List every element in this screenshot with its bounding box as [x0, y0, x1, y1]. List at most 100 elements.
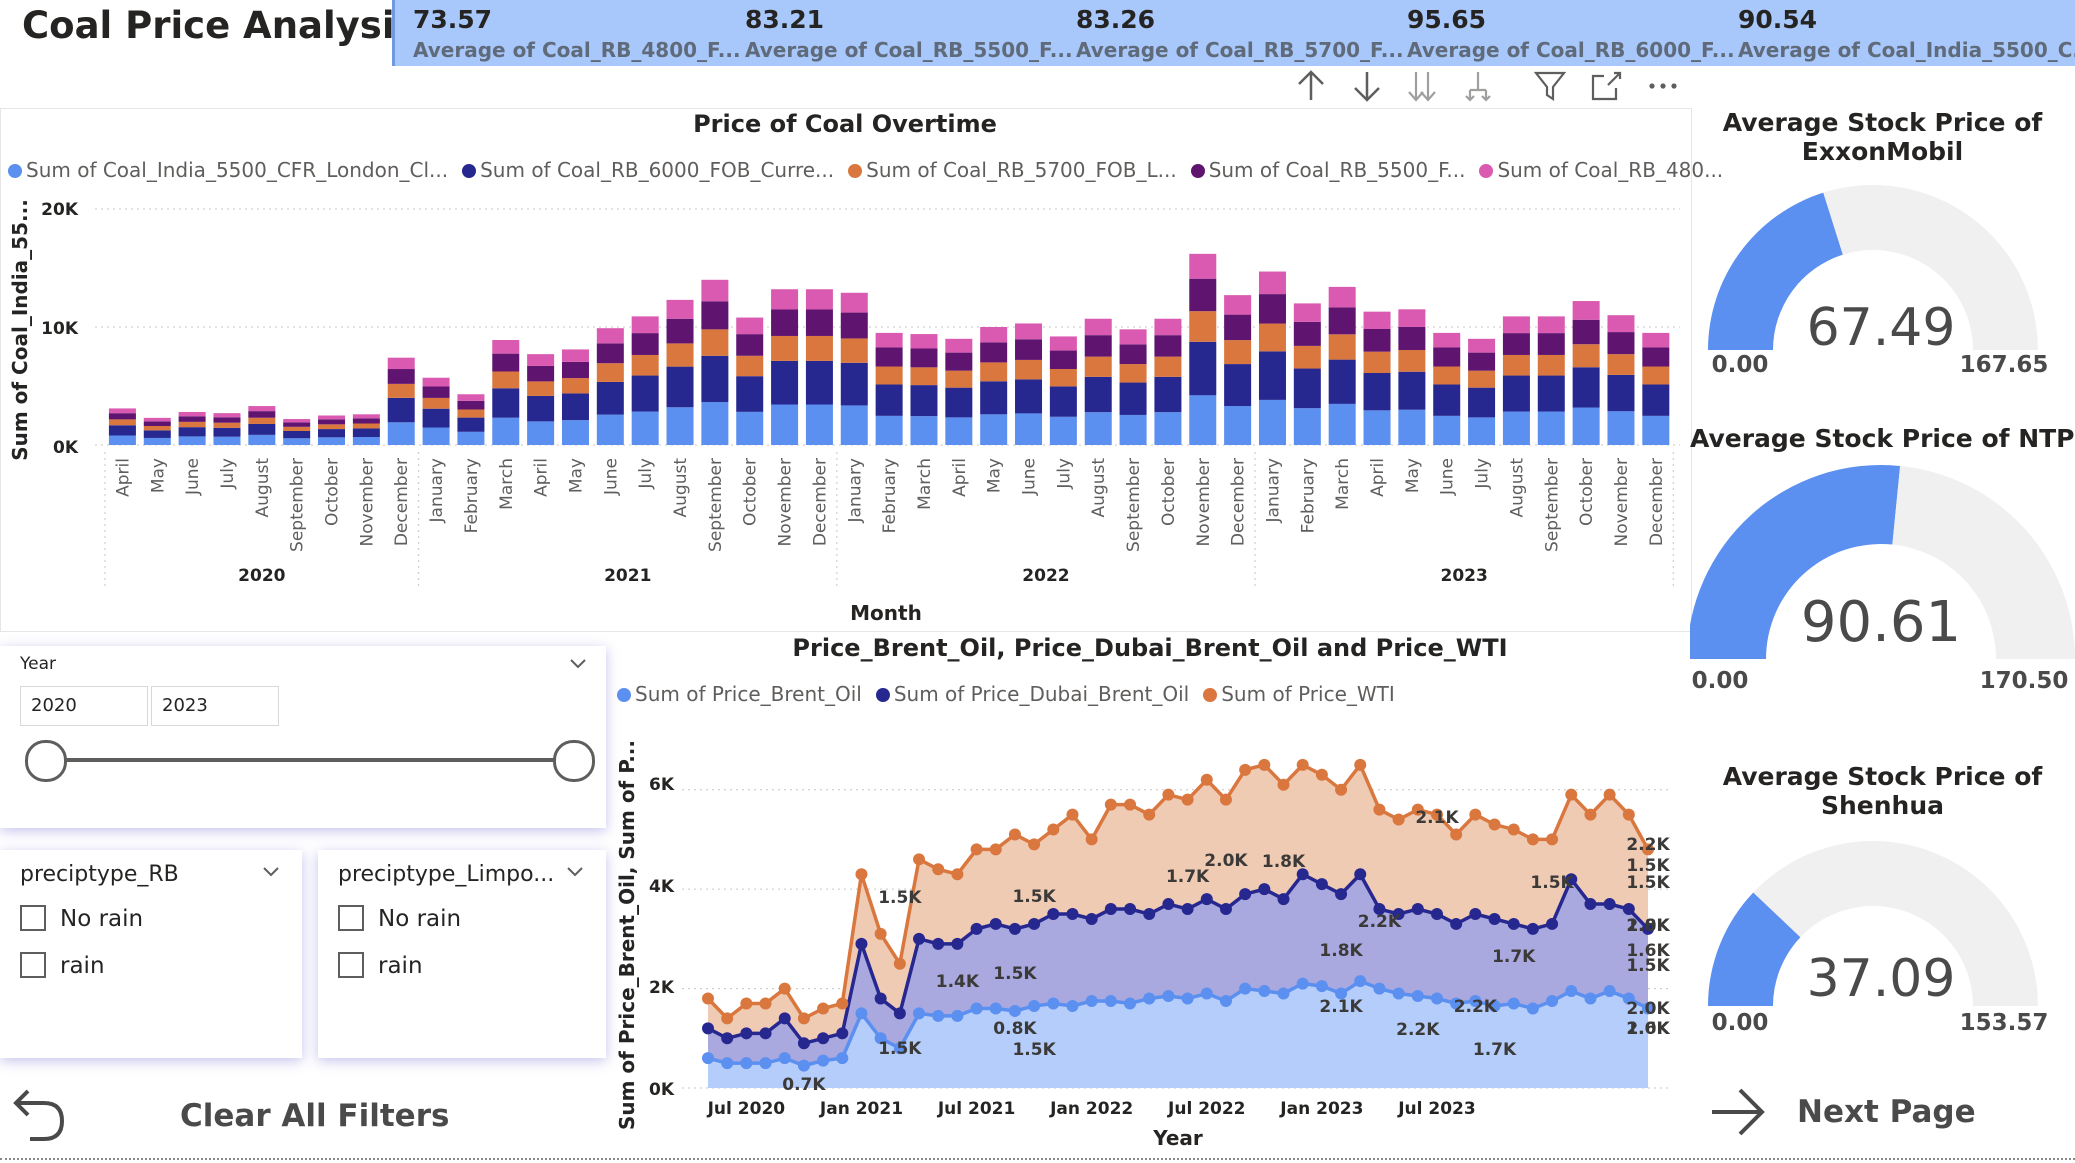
data-point[interactable]	[836, 997, 849, 1010]
bar-segment[interactable]	[980, 342, 1008, 363]
data-point[interactable]	[759, 1057, 772, 1070]
bar-segment[interactable]	[1398, 350, 1426, 372]
bar-segment[interactable]	[910, 367, 938, 386]
bar-segment[interactable]	[701, 279, 729, 302]
bar-segment[interactable]	[1015, 339, 1043, 360]
data-point[interactable]	[1085, 995, 1098, 1007]
data-point[interactable]	[893, 1042, 906, 1055]
bar-segment[interactable]	[1502, 333, 1530, 355]
bar-segment[interactable]	[248, 406, 276, 412]
data-point[interactable]	[1200, 893, 1213, 906]
bar-segment[interactable]	[1642, 347, 1670, 367]
checkbox[interactable]	[20, 905, 46, 931]
bar-segment[interactable]	[352, 423, 380, 429]
bar-segment[interactable]	[1468, 370, 1496, 388]
bar-segment[interactable]	[631, 354, 659, 376]
data-point[interactable]	[1565, 985, 1578, 998]
data-point[interactable]	[721, 1032, 734, 1045]
data-point[interactable]	[1315, 768, 1328, 781]
data-point[interactable]	[817, 1054, 830, 1067]
data-point[interactable]	[1642, 922, 1654, 935]
data-point[interactable]	[1162, 788, 1175, 801]
bar-segment[interactable]	[1642, 366, 1670, 385]
bar-segment[interactable]	[945, 417, 973, 445]
data-point[interactable]	[1143, 992, 1156, 1005]
data-point[interactable]	[951, 1009, 964, 1022]
year-slider-track[interactable]	[45, 758, 573, 762]
bar-segment[interactable]	[108, 413, 136, 420]
year-from-input[interactable]: 2020	[20, 686, 148, 726]
bar-segment[interactable]	[840, 362, 868, 406]
bar-segment[interactable]	[143, 421, 171, 427]
bar-segment[interactable]	[387, 383, 415, 398]
gauge-shenhua[interactable]: Average Stock Price of Shenhua 37.09 0.0…	[1690, 756, 2075, 1056]
bar-segment[interactable]	[108, 435, 136, 445]
data-point[interactable]	[1258, 883, 1271, 896]
bar-segment[interactable]	[527, 395, 555, 422]
data-point[interactable]	[1584, 898, 1597, 911]
data-point[interactable]	[1104, 798, 1117, 811]
data-point[interactable]	[1546, 995, 1559, 1007]
filter-icon[interactable]	[1532, 68, 1568, 104]
year-slider-start-handle[interactable]	[25, 740, 67, 782]
data-point[interactable]	[740, 1027, 753, 1040]
bar-segment[interactable]	[875, 332, 903, 348]
bar-segment[interactable]	[875, 415, 903, 445]
data-point[interactable]	[721, 1012, 734, 1025]
kpi-card[interactable]: 73.57 Average of Coal_RB_4800_F...	[413, 0, 741, 66]
data-point[interactable]	[1526, 922, 1539, 935]
bar-segment[interactable]	[352, 414, 380, 419]
data-point[interactable]	[1315, 980, 1328, 993]
bar-segment[interactable]	[318, 419, 346, 425]
data-point[interactable]	[778, 982, 791, 995]
bar-segment[interactable]	[945, 370, 973, 388]
bar-segment[interactable]	[1258, 351, 1286, 400]
bar-segment[interactable]	[1154, 412, 1182, 445]
bar-segment[interactable]	[666, 318, 694, 344]
bar-segment[interactable]	[457, 409, 485, 418]
data-point[interactable]	[1124, 798, 1137, 811]
data-point[interactable]	[1008, 1004, 1021, 1017]
bar-segment[interactable]	[213, 422, 241, 428]
bar-segment[interactable]	[1572, 301, 1600, 320]
kpi-card[interactable]: 83.21 Average of Coal_RB_5500_F...	[745, 0, 1073, 66]
data-point[interactable]	[1411, 903, 1424, 916]
bar-segment[interactable]	[108, 419, 136, 426]
bar-segment[interactable]	[1084, 356, 1112, 377]
slicer-option[interactable]: No rain	[20, 896, 143, 943]
bar-segment[interactable]	[1293, 345, 1321, 369]
bar-segment[interactable]	[666, 343, 694, 367]
data-point[interactable]	[797, 1059, 810, 1072]
data-point[interactable]	[1335, 987, 1348, 1000]
bar-segment[interactable]	[875, 347, 903, 367]
next-page-button[interactable]: Next Page	[1797, 1094, 1976, 1130]
more-options-icon[interactable]	[1645, 68, 1681, 104]
bar-segment[interactable]	[840, 292, 868, 313]
data-point[interactable]	[1392, 908, 1405, 920]
bar-segment[interactable]	[1433, 415, 1461, 445]
bar-segment[interactable]	[1224, 340, 1252, 365]
data-point[interactable]	[1239, 982, 1252, 995]
bar-segment[interactable]	[283, 422, 311, 427]
data-point[interactable]	[817, 1032, 830, 1045]
bar-segment[interactable]	[701, 402, 729, 445]
data-point[interactable]	[1584, 992, 1597, 1005]
bar-segment[interactable]	[875, 366, 903, 385]
data-point[interactable]	[1104, 903, 1117, 916]
data-point[interactable]	[1277, 778, 1290, 791]
bar-segment[interactable]	[1119, 364, 1147, 383]
checkbox[interactable]	[338, 952, 364, 978]
bar-segment[interactable]	[840, 312, 868, 339]
data-point[interactable]	[1085, 833, 1098, 846]
bar-segment[interactable]	[1607, 411, 1635, 445]
checkbox[interactable]	[20, 952, 46, 978]
bar-segment[interactable]	[492, 371, 520, 389]
legend-item[interactable]: Sum of Price_WTI	[1203, 682, 1395, 706]
bar-segment[interactable]	[1293, 408, 1321, 445]
chevron-down-icon[interactable]	[260, 864, 282, 880]
slicer-option[interactable]: No rain	[338, 896, 461, 943]
legend-item[interactable]: Sum of Coal_India_5500_CFR_London_Cl...	[8, 158, 448, 182]
chevron-down-icon[interactable]	[567, 656, 589, 672]
bar-segment[interactable]	[1607, 374, 1635, 412]
data-point[interactable]	[740, 997, 753, 1010]
